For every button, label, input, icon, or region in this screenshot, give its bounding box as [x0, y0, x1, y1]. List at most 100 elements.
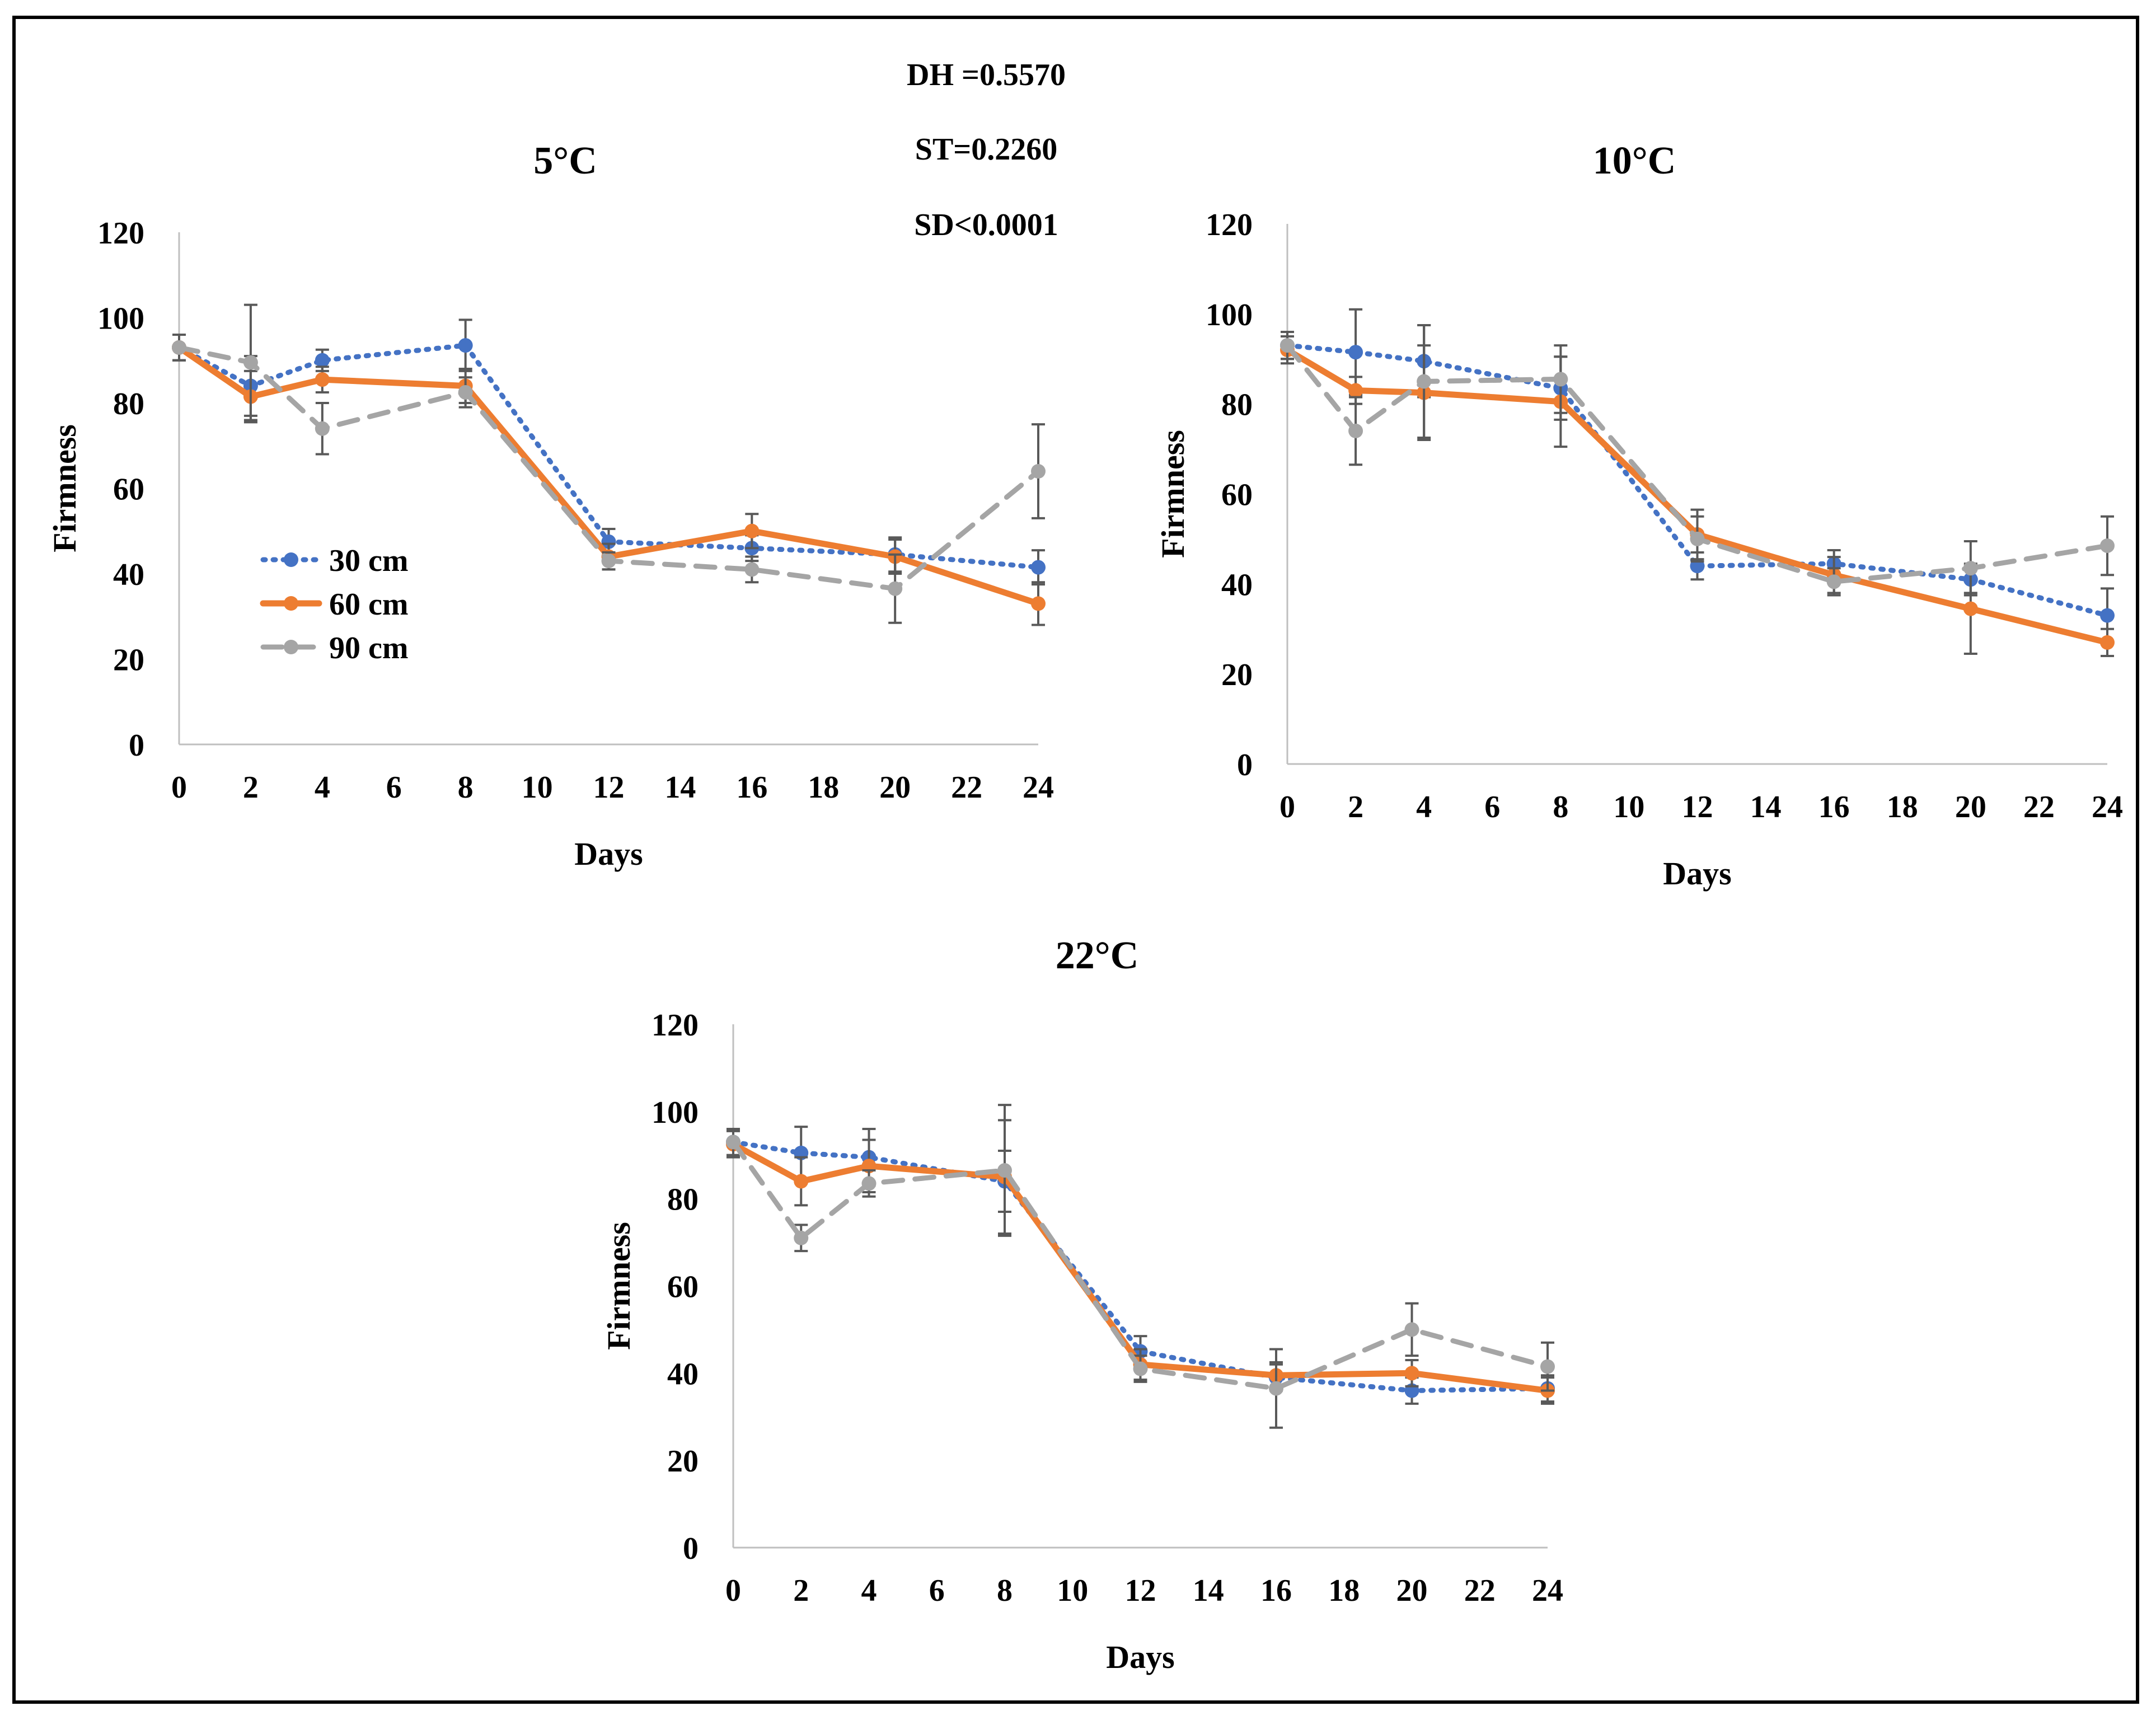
x-tick-label: 6	[1484, 790, 1500, 824]
y-tick-label: 80	[1221, 388, 1253, 423]
y-tick-label: 0	[683, 1531, 699, 1566]
x-tick-label: 24	[2092, 790, 2123, 824]
x-tick-label: 24	[1532, 1573, 1563, 1608]
y-tick-label: 100	[1206, 298, 1253, 332]
y-tick-label: 100	[652, 1095, 699, 1130]
stat-dh: DH =0.5570	[907, 58, 1066, 92]
series-30-cm	[1280, 308, 2115, 644]
x-tick-label: 16	[1260, 1573, 1292, 1608]
y-tick-label: 60	[667, 1270, 699, 1305]
data-point	[243, 355, 258, 370]
x-tick-label: 18	[808, 770, 839, 805]
data-point	[1540, 1359, 1555, 1374]
x-tick-label: 20	[1955, 790, 1986, 824]
data-point	[1553, 372, 1568, 387]
data-point	[1963, 561, 1978, 576]
x-tick-label: 24	[1023, 770, 1054, 805]
x-tick-label: 22	[2023, 790, 2055, 824]
y-tick-label: 40	[113, 557, 144, 592]
x-axis-title: Days	[574, 836, 643, 872]
data-point	[1031, 464, 1046, 479]
x-tick-label: 18	[1328, 1573, 1360, 1608]
x-tick-label: 10	[1057, 1573, 1088, 1608]
data-point	[1031, 560, 1046, 575]
data-point	[1133, 1361, 1148, 1376]
y-axis-title: Firmness	[46, 424, 83, 552]
series-line	[1284, 346, 2111, 646]
x-tick-label: 18	[1887, 790, 1918, 824]
y-tick-label: 60	[113, 472, 144, 507]
legend-item-60-cm: 60 cm	[260, 587, 409, 622]
data-point	[315, 353, 330, 368]
figure-frame	[12, 16, 2139, 1704]
data-point	[744, 562, 760, 577]
data-point	[2100, 538, 2115, 553]
y-tick-label: 0	[129, 728, 144, 763]
x-tick-label: 16	[736, 770, 767, 805]
y-tick-label: 120	[97, 216, 144, 251]
x-tick-label: 6	[929, 1573, 945, 1608]
series-90-cm	[726, 1104, 1555, 1429]
data-point	[1031, 596, 1046, 611]
x-tick-label: 20	[1396, 1573, 1428, 1608]
y-tick-label: 20	[113, 643, 144, 678]
legend-marker	[284, 596, 298, 611]
series-line	[1285, 343, 2110, 584]
data-point	[1280, 338, 1295, 353]
legend-marker	[284, 640, 298, 654]
data-point	[744, 523, 760, 538]
data-point	[794, 1174, 809, 1189]
data-point	[601, 534, 616, 549]
x-tick-label: 22	[951, 770, 982, 805]
legend-item-90-cm: 90 cm	[260, 631, 409, 665]
series-90-cm	[1280, 324, 2115, 597]
y-tick-label: 20	[667, 1444, 699, 1479]
x-tick-label: 6	[386, 770, 402, 805]
x-tick-label: 4	[861, 1573, 877, 1608]
data-point	[1690, 531, 1705, 546]
x-tick-label: 2	[1348, 790, 1363, 824]
y-tick-label: 20	[1221, 658, 1253, 692]
data-point	[458, 338, 473, 353]
y-axis-title: Firmness	[601, 1222, 637, 1350]
series-line	[1285, 343, 2110, 618]
data-point	[1826, 574, 1841, 589]
legend-label: 30 cm	[329, 543, 409, 578]
data-point	[1417, 374, 1432, 389]
chart-title: 5°C	[533, 139, 597, 182]
stat-sd: SD<0.0001	[914, 208, 1058, 242]
series-60-cm	[172, 334, 1046, 626]
data-point	[315, 372, 330, 387]
legend: 30 cm 60 cm 90 cm	[260, 543, 409, 665]
y-axis-title: Firmness	[1155, 430, 1191, 558]
x-tick-label: 14	[1750, 790, 1782, 824]
legend-label: 60 cm	[329, 587, 409, 622]
series-line	[176, 345, 1041, 592]
x-tick-label: 14	[1193, 1573, 1224, 1608]
data-point	[315, 421, 330, 436]
y-tick-label: 100	[97, 302, 144, 336]
x-tick-label: 0	[171, 770, 187, 805]
y-tick-label: 120	[1206, 208, 1253, 242]
data-point	[2100, 635, 2115, 650]
y-tick-label: 40	[1221, 568, 1253, 602]
series-line	[730, 1139, 1550, 1391]
data-point	[172, 340, 186, 355]
data-point	[1269, 1381, 1283, 1396]
data-point	[888, 581, 903, 596]
x-tick-label: 4	[315, 770, 330, 805]
legend-item-30-cm: 30 cm	[260, 543, 409, 578]
series-90-cm	[172, 303, 1046, 624]
x-tick-label: 14	[664, 770, 696, 805]
data-point	[1348, 383, 1363, 398]
data-point	[1404, 1322, 1419, 1337]
x-axis-title: Days	[1663, 855, 1731, 892]
x-tick-label: 2	[243, 770, 259, 805]
x-axis-title: Days	[1106, 1639, 1174, 1675]
series-60-cm	[1280, 335, 2115, 657]
x-tick-label: 2	[793, 1573, 809, 1608]
stat-st: ST=0.2260	[915, 132, 1057, 167]
